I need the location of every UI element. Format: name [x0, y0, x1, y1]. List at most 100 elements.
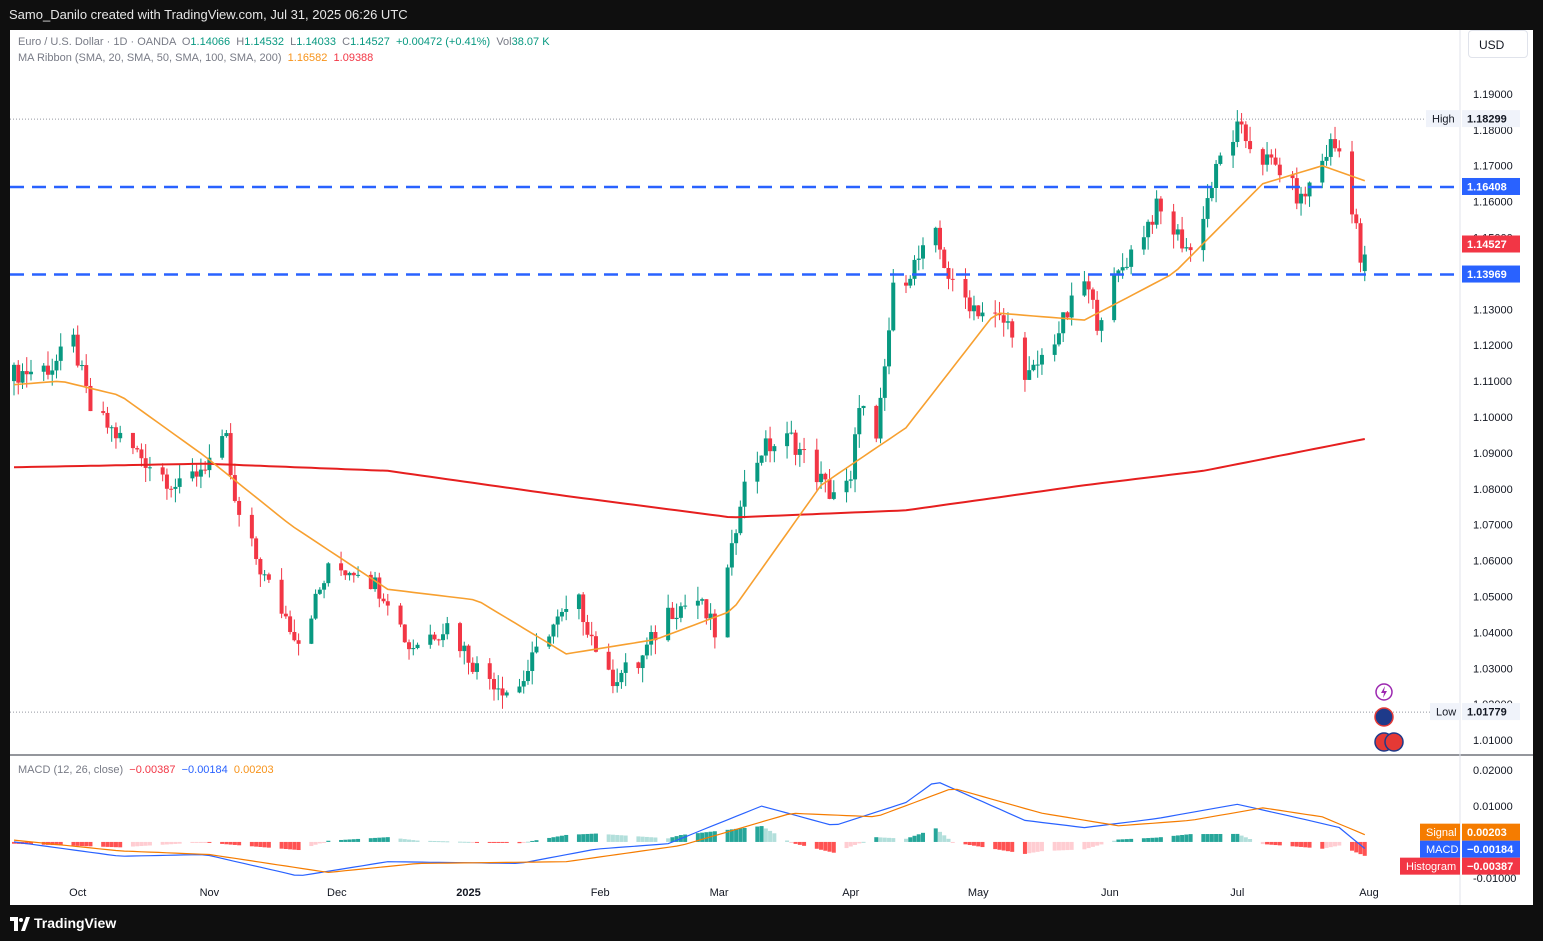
signal-tag [1420, 823, 1460, 841]
candle-body [1141, 237, 1146, 250]
macd-histogram-bar [729, 829, 734, 842]
macd-histogram-bar [109, 841, 114, 848]
candle-body [1290, 175, 1295, 179]
candle-body [428, 634, 433, 645]
macd-histogram-bar [207, 841, 212, 843]
macd-histogram-bar [623, 835, 628, 842]
lightning-bolt [1381, 686, 1387, 698]
candle-body [169, 488, 174, 490]
macd-histogram-bar [101, 841, 106, 847]
candle-body [976, 305, 981, 317]
price-tick-label: 1.05000 [1473, 591, 1513, 603]
candle-body [1303, 193, 1308, 197]
candle-body [942, 249, 947, 268]
candle-body [615, 682, 620, 687]
candle-body [130, 432, 135, 449]
macd-histogram-bar [500, 841, 505, 843]
macd-histogram-bar [462, 841, 467, 843]
candle-body [1231, 141, 1236, 156]
macd-histogram-bar [649, 837, 654, 842]
macd-histogram-bar [1031, 841, 1036, 853]
macd-histogram-bar [1333, 841, 1338, 847]
close-label: C [342, 36, 351, 48]
macd-histogram-bar [1231, 833, 1236, 842]
candle-body [109, 427, 114, 429]
macd-histogram-bar [1205, 834, 1210, 842]
macd-histogram-bar [1175, 835, 1180, 842]
macd-signal-value: 0.00203 [233, 764, 274, 776]
macd-histogram-bar [1146, 838, 1151, 842]
macd-histogram-bar [1324, 841, 1329, 848]
candle-body [785, 433, 790, 447]
macd-histogram-bar [1265, 841, 1270, 845]
eu-flag-icon[interactable] [1374, 707, 1394, 727]
macd-histogram-bar [385, 837, 390, 842]
macd-histogram-bar [644, 836, 649, 842]
candle-body [1260, 149, 1265, 165]
low-badge-value: 1.01779 [1467, 707, 1507, 719]
candle-body [474, 663, 479, 672]
candle-body [619, 672, 624, 683]
candle-body [1171, 211, 1176, 235]
candle-body [734, 533, 739, 544]
macd-histogram-bar [976, 841, 981, 847]
candle-body [88, 385, 93, 412]
macd-histogram-bar [224, 841, 229, 845]
macd-histogram-bar [1320, 841, 1325, 849]
macd-histogram-bar [1180, 834, 1185, 842]
macd-histogram-bar [411, 840, 416, 842]
candle-body [1218, 155, 1223, 164]
candle-body [1299, 193, 1304, 204]
time-axis-label: Oct [69, 887, 86, 899]
brand-name: TradingView [34, 915, 117, 931]
candle-body [377, 577, 382, 599]
candle-body [164, 474, 169, 489]
signal-badge-value: 0.00203 [1467, 827, 1507, 839]
macd-histogram-bar [1307, 841, 1312, 848]
macd-histogram-bar [71, 841, 76, 846]
time-axis-label: Feb [591, 887, 610, 899]
candle-body [470, 662, 475, 672]
macd-histogram-bar [712, 831, 717, 842]
candle-body [1239, 121, 1244, 125]
macd-histogram-bar [177, 841, 182, 844]
us-flag-icon-2[interactable] [1384, 732, 1404, 752]
chart-canvas[interactable]: 1.190001.180001.170001.160001.150001.140… [10, 30, 1533, 905]
candle-body [458, 623, 463, 652]
chart-caption-bar: Samo_Danilo created with TradingView.com… [0, 0, 1543, 30]
price-tick-label: 1.01000 [1473, 735, 1513, 747]
macd-histogram-bar [249, 841, 254, 847]
macd-histogram-bar [198, 841, 203, 843]
macd-histogram-bar [517, 841, 522, 844]
macd-histogram-bar [105, 841, 110, 847]
candle-body [581, 594, 586, 623]
macd-histogram-bar [1337, 841, 1342, 846]
candle-body [504, 692, 509, 696]
macd-histogram-bar [916, 834, 921, 842]
candle-body [797, 449, 802, 455]
candle-body [772, 446, 777, 452]
candle-body [1354, 214, 1359, 224]
macd-histogram-bar [1061, 841, 1066, 851]
macd-histogram-bar [164, 841, 169, 845]
chart-frame[interactable]: 1.190001.180001.170001.160001.150001.140… [10, 30, 1533, 905]
macd-histogram-bar [428, 840, 433, 842]
macd-histogram-bar [292, 841, 297, 850]
candle-body [1086, 281, 1091, 290]
histogram-tag-label: Histogram [1406, 861, 1456, 873]
candle-body [41, 365, 46, 372]
macd-tag [1420, 840, 1460, 858]
macd-tick-label: 0.01000 [1473, 801, 1513, 813]
time-axis-label: Jun [1101, 887, 1119, 899]
candle-body [1052, 344, 1057, 355]
currency-button[interactable]: USD [1468, 30, 1528, 58]
macd-histogram-bar [1303, 841, 1308, 848]
macd-histogram-bar [1095, 841, 1100, 846]
candle-body [831, 492, 836, 499]
candle-body [496, 688, 501, 690]
high-value: 1.14532 [244, 36, 285, 48]
macd-histogram-bar [356, 838, 361, 842]
candle-body [1112, 275, 1117, 321]
candle-body [487, 663, 492, 679]
candle-body [1146, 221, 1151, 238]
